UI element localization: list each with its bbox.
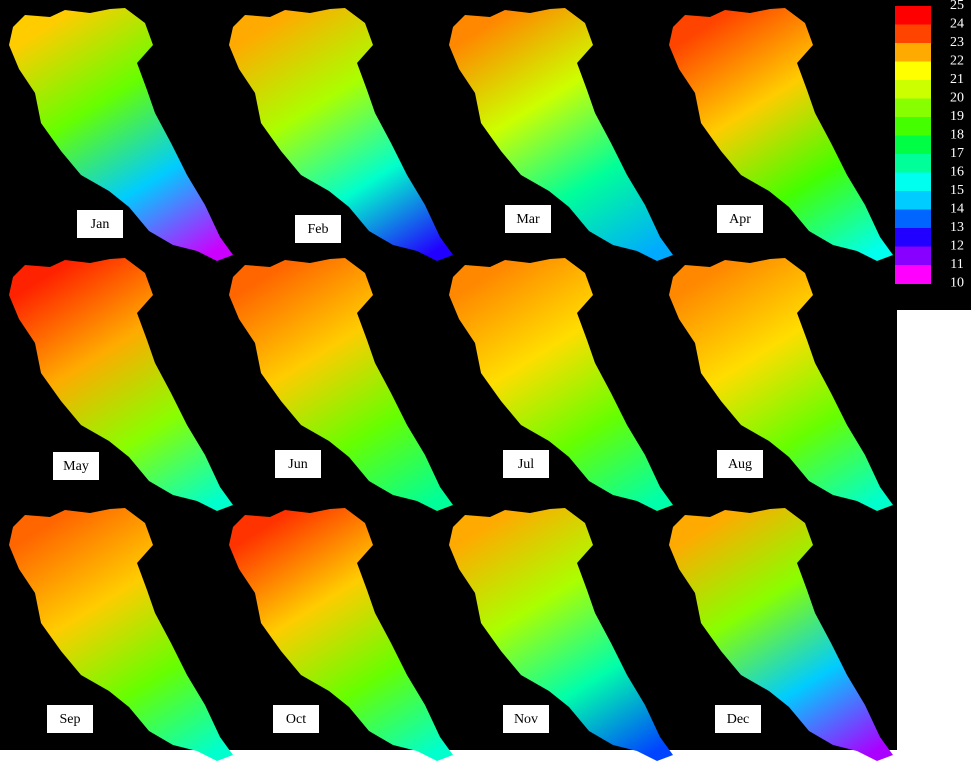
month-label: Aug: [728, 457, 752, 472]
legend-swatch: [895, 247, 931, 266]
page: Jan Feb Mar Apr May Jun Jul Aug Sep Oct Nov Dec 25 24…: [0, 0, 971, 764]
legend-tick-label: 17: [950, 146, 964, 161]
legend-swatch: [895, 136, 931, 155]
legend-tick-label: 23: [950, 35, 964, 50]
legend-tick-label: 11: [950, 257, 963, 272]
month-label: Dec: [727, 712, 750, 727]
legend-swatch: [895, 210, 931, 229]
legend-swatch: [895, 80, 931, 99]
month-label: Oct: [286, 712, 306, 727]
legend-tick-label: 20: [950, 91, 964, 106]
legend-swatch: [895, 154, 931, 173]
legend-swatch: [895, 173, 931, 192]
month-label: Mar: [516, 212, 540, 227]
legend-swatch: [895, 117, 931, 136]
legend-tick-label: 21: [950, 72, 964, 87]
figure: Jan Feb Mar Apr May Jun Jul Aug Sep Oct Nov Dec 25 24…: [0, 0, 971, 764]
legend-tick-label: 18: [950, 128, 964, 143]
legend-swatch: [895, 228, 931, 247]
month-label: Feb: [308, 222, 329, 237]
legend-tick-label: 13: [950, 220, 964, 235]
month-label: Jul: [518, 457, 534, 472]
legend-swatch: [895, 99, 931, 118]
legend-tick-label: 19: [950, 109, 964, 124]
month-label: Apr: [729, 212, 751, 227]
legend-tick-label: 10: [950, 276, 964, 291]
legend-swatch: [895, 265, 931, 284]
legend-swatch: [895, 43, 931, 62]
legend-swatch: [895, 6, 931, 25]
month-label: Jan: [91, 217, 110, 232]
month-label: Jun: [288, 457, 307, 472]
legend-tick-label: 12: [950, 239, 964, 254]
month-label: May: [63, 459, 89, 474]
legend-tick-label: 14: [950, 202, 964, 217]
legend-tick-label: 22: [950, 54, 964, 69]
legend-tick-label: 24: [950, 17, 964, 32]
month-label: Sep: [60, 712, 81, 727]
legend-swatch: [895, 25, 931, 44]
legend-swatch: [895, 62, 931, 81]
legend-tick-label: 15: [950, 183, 964, 198]
legend-tick-label: 25: [950, 0, 964, 13]
month-label: Nov: [514, 712, 538, 727]
legend-swatch: [895, 191, 931, 210]
legend-tick-label: 16: [950, 165, 964, 180]
